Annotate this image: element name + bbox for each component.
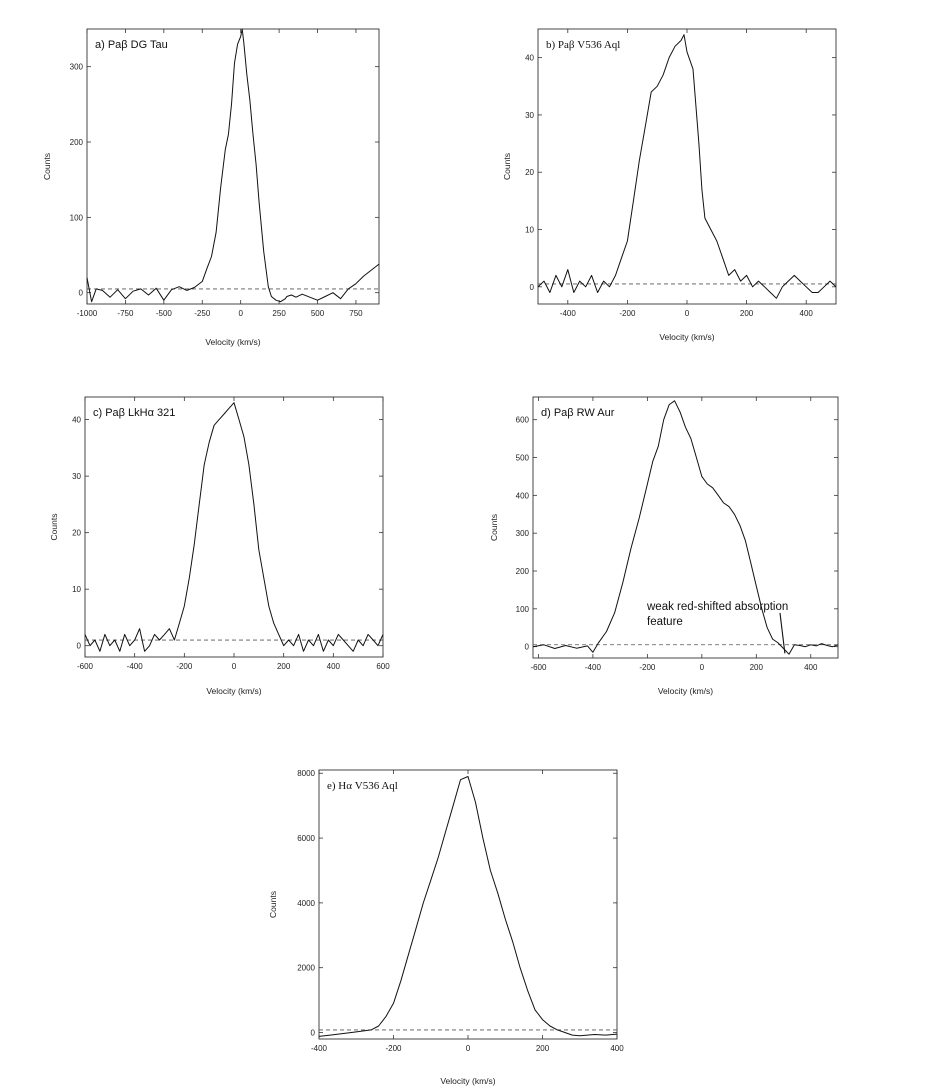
x-tick-label: 400 (800, 309, 814, 318)
x-tick-label: -400 (311, 1044, 328, 1053)
y-tick-label: 0 (311, 1029, 316, 1038)
x-tick-label: 200 (750, 663, 764, 672)
y-tick-label: 30 (525, 111, 534, 120)
plot-frame (532, 396, 839, 659)
x-tick-label: 600 (376, 662, 390, 671)
x-tick-label: 0 (685, 309, 690, 318)
x-axis-label: Velocity (km/s) (440, 1076, 495, 1086)
y-tick-label: 0 (530, 283, 535, 292)
annotation-line-2: feature (647, 616, 683, 628)
panel-b-v536-aql-pabeta: -400 -200 0 200 400 0 10 20 30 40 b) Paβ V536 Aql V… (502, 28, 837, 342)
x-tick-label: 200 (536, 1044, 550, 1053)
panel-title: a) Paβ DG Tau (95, 39, 168, 51)
y-tick-label: 600 (516, 416, 530, 425)
x-axis-label: Velocity (km/s) (206, 686, 261, 696)
x-axis-label: Velocity (km/s) (205, 337, 260, 347)
y-axis-label: Counts (502, 153, 512, 180)
y-tick-label: 10 (72, 585, 81, 594)
x-tick-label: -200 (619, 309, 636, 318)
y-tick-label: 0 (79, 289, 84, 298)
y-tick-label: 8000 (297, 769, 315, 778)
x-axis-label: Velocity (km/s) (658, 686, 713, 696)
spectrum-line (318, 776, 618, 1037)
plot-frame (86, 28, 380, 305)
x-tick-label: 200 (740, 309, 754, 318)
y-tick-label: 500 (516, 454, 530, 463)
y-tick-label: 300 (516, 529, 530, 538)
x-tick-label: -1000 (77, 309, 98, 318)
y-axis-label: Counts (49, 514, 59, 541)
panel-a-dg-tau: -1000 -750 -500 -250 0 250 500 750 0 100 200 300 a) … (42, 28, 380, 347)
y-tick-label: 0 (525, 643, 530, 652)
y-tick-label: 0 (77, 642, 82, 651)
y-tick-label: 40 (525, 54, 534, 63)
panel-title: d) Paβ RW Aur (541, 407, 615, 419)
x-tick-label: -600 (77, 662, 94, 671)
spectrum-line (84, 402, 384, 652)
y-axis-label: Counts (268, 891, 278, 918)
y-tick-label: 100 (516, 605, 530, 614)
x-tick-label: -500 (156, 309, 173, 318)
y-axis-label: Counts (489, 514, 499, 541)
x-tick-label: -400 (560, 309, 577, 318)
x-tick-label: 0 (238, 309, 243, 318)
x-tick-label: -750 (117, 309, 134, 318)
x-tick-label: 400 (804, 663, 818, 672)
x-tick-label: 400 (610, 1044, 624, 1053)
y-tick-label: 20 (525, 168, 534, 177)
x-axis-label: Velocity (km/s) (659, 332, 714, 342)
x-tick-label: 500 (311, 309, 325, 318)
x-tick-label: 0 (232, 662, 237, 671)
y-tick-label: 100 (70, 213, 84, 222)
x-tick-label: -600 (530, 663, 547, 672)
panel-title: e) Hα V536 Aql (327, 780, 398, 792)
annotation-arrow (779, 612, 786, 654)
x-tick-label: -200 (385, 1044, 402, 1053)
panel-c-lkha-321: -600 -400 -200 0 200 400 600 0 10 20 30 40 c) Paβ Lk… (49, 396, 390, 696)
y-tick-label: 20 (72, 529, 81, 538)
y-tick-label: 4000 (297, 899, 315, 908)
y-tick-label: 6000 (297, 834, 315, 843)
y-tick-label: 200 (516, 567, 530, 576)
x-tick-label: 200 (277, 662, 291, 671)
spectrum-line (86, 28, 380, 303)
x-tick-label: -400 (127, 662, 144, 671)
panel-title: c) Paβ LkHα 321 (93, 407, 175, 419)
annotation-line-1: weak red-shifted absorption (646, 601, 788, 613)
panel-d-rw-aur: weak red-shifted absorption feature -600… (489, 396, 839, 696)
y-tick-label: 2000 (297, 964, 315, 973)
x-tick-label: -200 (639, 663, 656, 672)
panel-title: b) Paβ V536 Aql (546, 39, 620, 51)
y-tick-label: 30 (72, 472, 81, 481)
x-tick-label: -200 (176, 662, 193, 671)
spectrum-line (532, 400, 839, 655)
x-tick-label: 750 (349, 309, 363, 318)
y-tick-label: 400 (516, 491, 530, 500)
spectrum-line (537, 34, 837, 299)
y-tick-label: 300 (70, 63, 84, 72)
y-tick-label: 10 (525, 226, 534, 235)
y-tick-label: 40 (72, 416, 81, 425)
x-tick-label: 0 (466, 1044, 471, 1053)
x-tick-label: 400 (327, 662, 341, 671)
x-tick-label: -400 (585, 663, 602, 672)
x-tick-label: 0 (700, 663, 705, 672)
y-tick-label: 200 (70, 138, 84, 147)
x-tick-label: 250 (272, 309, 286, 318)
x-tick-label: -250 (194, 309, 211, 318)
y-axis-label: Counts (42, 153, 52, 180)
